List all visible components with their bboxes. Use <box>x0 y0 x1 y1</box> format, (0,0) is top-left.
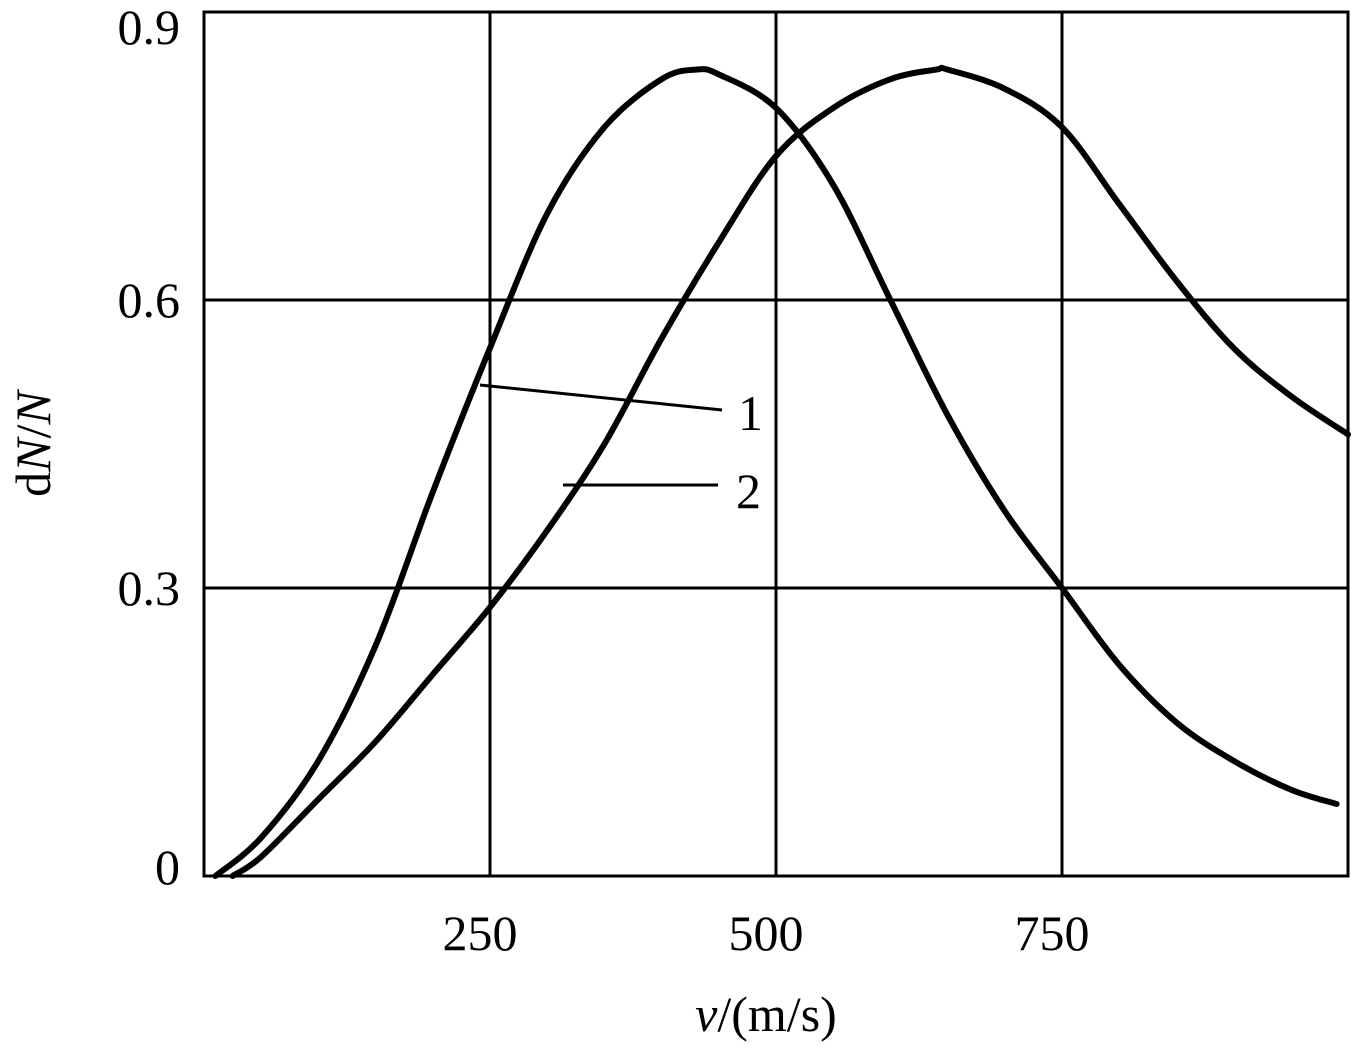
y-tick-label-0-3: 0.3 <box>118 560 181 616</box>
series-2-curve <box>229 64 1351 879</box>
y-tick-label-0: 0 <box>155 839 180 895</box>
y-axis-title: dN/N <box>5 389 61 497</box>
x-tick-label-500: 500 <box>729 905 804 961</box>
curve-1-leader <box>479 383 723 412</box>
y-axis-title-d: d <box>5 472 61 497</box>
y-axis-title-n2: N <box>5 389 61 426</box>
y-tick-label-0-9: 0.9 <box>118 0 181 55</box>
curve-2-label: 2 <box>736 463 761 519</box>
grid-layer <box>204 12 1348 876</box>
tick-label-layer: 250 500 750 0 0.3 0.6 0.9 <box>118 0 1090 961</box>
curve-1-label: 1 <box>738 385 763 441</box>
y-axis-title-slash: / <box>5 424 61 438</box>
y-tick-label-0-6: 0.6 <box>118 272 181 328</box>
x-axis-variable: v <box>695 986 718 1042</box>
x-tick-label-750: 750 <box>1015 905 1090 961</box>
x-axis-title: v/(m/s) <box>695 986 837 1042</box>
series-1-curve <box>212 66 1340 879</box>
y-axis-title-n1: N <box>5 436 61 473</box>
x-axis-unit: /(m/s) <box>717 986 836 1042</box>
curve-layer <box>212 64 1351 879</box>
plot-frame <box>202 10 1350 878</box>
x-tick-label-250: 250 <box>443 905 518 961</box>
